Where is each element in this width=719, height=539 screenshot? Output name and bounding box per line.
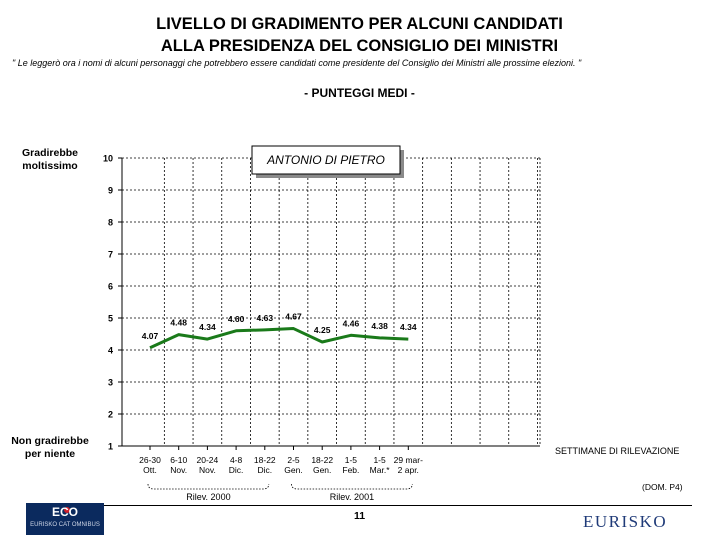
- y-tick-label: 7: [108, 250, 113, 260]
- y-tick-label: 10: [103, 154, 113, 164]
- page-number: 11: [353, 510, 366, 522]
- group-label: Rilev. 2001: [330, 492, 374, 502]
- data-label: 4.48: [170, 318, 187, 328]
- legend-label: ANTONIO DI PIETRO: [266, 153, 385, 167]
- y-axis-bottom-label-line2: per niente: [24, 448, 76, 460]
- x-tick-label-line: 4-8: [230, 455, 243, 465]
- x-tick-label-line: 1-5: [373, 455, 386, 465]
- chart-title-line2: ALLA PRESIDENZA DEL CONSIGLIO DEI MINIST…: [160, 37, 559, 55]
- x-tick-label-line: Feb.: [342, 465, 359, 475]
- data-label: 4.63: [257, 313, 274, 323]
- x-tick-label-line: 29 mar-: [394, 455, 423, 465]
- x-tick-label-line: Ott.: [143, 465, 157, 475]
- x-tick-label-line: 18-22: [311, 455, 333, 465]
- x-tick-label: 2-5 Gen.: [284, 455, 302, 475]
- x-tick-label: 20-24 Nov.: [197, 455, 219, 475]
- x-tick-label: 29 mar-2 apr.: [394, 455, 423, 475]
- x-tick-label: 1-5 Feb.: [342, 455, 359, 475]
- x-tick-label-line: 6-10: [170, 455, 187, 465]
- x-tick-label-line: 1-5: [345, 455, 358, 465]
- eco-logo-text: ECO: [51, 505, 78, 519]
- legend-box: [251, 145, 401, 175]
- x-tick-label-line: 18-22: [254, 455, 276, 465]
- y-tick-label: 1: [108, 442, 113, 452]
- group-bracket: [291, 483, 413, 490]
- x-tick-label-line: 2 apr.: [398, 465, 419, 475]
- chart-subtitle: - PUNTEGGI MEDI -: [304, 86, 415, 100]
- x-tick-label: 6-10 Nov.: [170, 455, 187, 475]
- y-axis-top-label: Gradirebbe moltissimo: [4, 147, 96, 173]
- y-tick-label: 6: [108, 282, 113, 292]
- y-axis-top-label-line2: moltissimo: [22, 160, 78, 172]
- group-bracket: [147, 483, 270, 490]
- y-tick-label: 2: [108, 410, 113, 420]
- footer-divider: [100, 505, 692, 506]
- data-label: 4.67: [285, 312, 302, 322]
- eco-logo: ECO EURISKO CAT OMNIBUS: [26, 503, 104, 535]
- group-label: Rilev. 2000: [186, 492, 230, 502]
- y-axis-bottom-label-line1: Non gradirebbe: [11, 435, 89, 447]
- y-axis-top-label-line1: Gradirebbe: [21, 147, 79, 159]
- y-tick-label: 4: [108, 346, 113, 356]
- y-tick-label: 9: [108, 186, 113, 196]
- y-tick-label: 5: [108, 314, 113, 324]
- data-label: 4.07: [142, 331, 159, 341]
- logo-dot-icon: [64, 507, 70, 513]
- x-tick-label: 4-8 Dic.: [229, 455, 244, 475]
- data-label: 4.60: [228, 314, 245, 324]
- x-tick-label-line: Gen.: [313, 465, 331, 475]
- x-tick-label-line: 26-30: [139, 455, 161, 465]
- x-tick-label: 26-30 Ott.: [139, 455, 161, 475]
- x-tick-label-line: Mar.*: [370, 465, 391, 475]
- eurisko-logo: EURISKO: [583, 512, 668, 531]
- data-label: 4.25: [314, 325, 331, 335]
- data-label: 4.34: [199, 322, 216, 332]
- x-tick-label-line: Gen.: [284, 465, 302, 475]
- data-label: 4.34: [400, 322, 417, 332]
- x-tick-label: 18-22 Gen.: [311, 455, 333, 475]
- data-label: 4.38: [371, 321, 388, 331]
- chart-title-line1: LIVELLO DI GRADIMENTO PER ALCUNI CANDIDA…: [156, 15, 563, 33]
- source-note: (DOM. P4): [642, 482, 683, 492]
- x-axis-caption: SETTIMANE DI RILEVAZIONE: [555, 446, 680, 456]
- series-line: [149, 327, 409, 350]
- y-tick-label: 8: [108, 218, 113, 228]
- y-tick-label: 3: [108, 378, 113, 388]
- x-tick-label-line: Nov.: [199, 465, 216, 475]
- x-tick-label-line: 2-5: [287, 455, 300, 465]
- data-label: 4.46: [343, 318, 360, 328]
- x-tick-label-line: Dic.: [257, 465, 272, 475]
- eco-logo-subtext: EURISKO CAT OMNIBUS: [30, 522, 100, 528]
- x-tick-label-line: 20-24: [197, 455, 219, 465]
- x-tick-label-line: Nov.: [170, 465, 187, 475]
- x-tick-label: 18-22 Dic.: [254, 455, 276, 475]
- question-footnote: " Le leggerò ora i nomi di alcuni person…: [12, 58, 582, 68]
- x-tick-label: 1-5 Mar.*: [370, 455, 391, 475]
- x-tick-label-line: Dic.: [229, 465, 244, 475]
- y-axis-bottom-label: Non gradirebbe per niente: [4, 435, 96, 461]
